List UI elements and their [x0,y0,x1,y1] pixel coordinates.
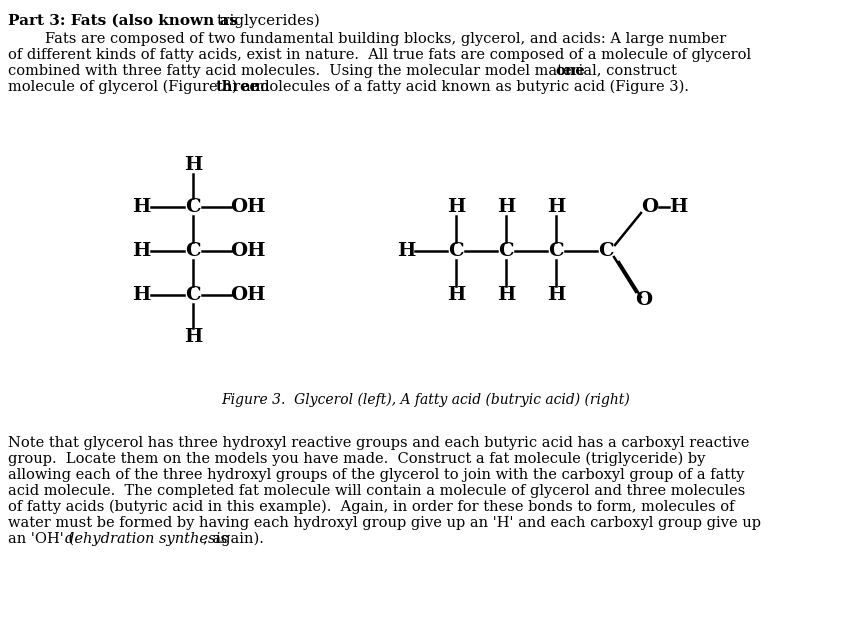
Text: Note that glycerol has three hydroxyl reactive groups and each butyric acid has : Note that glycerol has three hydroxyl re… [8,436,749,450]
Text: H: H [132,198,150,216]
Text: H: H [496,198,515,216]
Text: molecules of a fatty acid known as butyric acid (Figure 3).: molecules of a fatty acid known as butyr… [250,80,688,94]
Text: H: H [183,328,202,346]
Text: C: C [597,242,613,260]
Text: H: H [396,242,415,260]
Text: water must be formed by having each hydroxyl group give up an 'H' and each carbo: water must be formed by having each hydr… [8,516,760,530]
Text: group.  Locate them on the models you have made.  Construct a fat molecule (trig: group. Locate them on the models you hav… [8,452,705,466]
Text: OH: OH [230,242,266,260]
Text: O: O [635,291,652,309]
Text: H: H [546,198,565,216]
Text: dehydration synthesis: dehydration synthesis [65,532,227,546]
Text: , again).: , again). [203,532,263,546]
Text: acid molecule.  The completed fat molecule will contain a molecule of glycerol a: acid molecule. The completed fat molecul… [8,484,745,498]
Text: Figure 3.  Glycerol (left), A fatty acid (butryic acid) (right): Figure 3. Glycerol (left), A fatty acid … [222,393,630,407]
Text: Part 3: Fats (also known as: Part 3: Fats (also known as [8,14,243,28]
Text: H: H [546,286,565,304]
Text: OH: OH [230,198,266,216]
Text: C: C [185,198,200,216]
Text: combined with three fatty acid molecules.  Using the molecular model material, c: combined with three fatty acid molecules… [8,64,681,78]
Text: triglycerides): triglycerides) [216,14,320,29]
Text: C: C [185,286,200,304]
Text: C: C [447,242,463,260]
Text: of fatty acids (butyric acid in this example).  Again, in order for these bonds : of fatty acids (butyric acid in this exa… [8,500,734,514]
Text: H: H [446,198,464,216]
Text: of different kinds of fatty acids, exist in nature.  All true fats are composed : of different kinds of fatty acids, exist… [8,48,751,62]
Text: H: H [496,286,515,304]
Text: C: C [185,242,200,260]
Text: O: O [641,198,658,216]
Text: three: three [216,80,260,94]
Text: H: H [132,242,150,260]
Text: H: H [446,286,464,304]
Text: OH: OH [230,286,266,304]
Text: C: C [548,242,563,260]
Text: allowing each of the three hydroxyl groups of the glycerol to join with the carb: allowing each of the three hydroxyl grou… [8,468,744,482]
Text: H: H [668,198,687,216]
Text: one: one [555,64,584,78]
Text: Fats are composed of two fundamental building blocks, glycerol, and acids: A lar: Fats are composed of two fundamental bui… [8,32,725,46]
Text: H: H [132,286,150,304]
Text: C: C [498,242,513,260]
Text: H: H [183,156,202,174]
Text: molecule of glycerol (Figure 3) and: molecule of glycerol (Figure 3) and [8,80,274,94]
Text: an 'OH' (: an 'OH' ( [8,532,74,546]
